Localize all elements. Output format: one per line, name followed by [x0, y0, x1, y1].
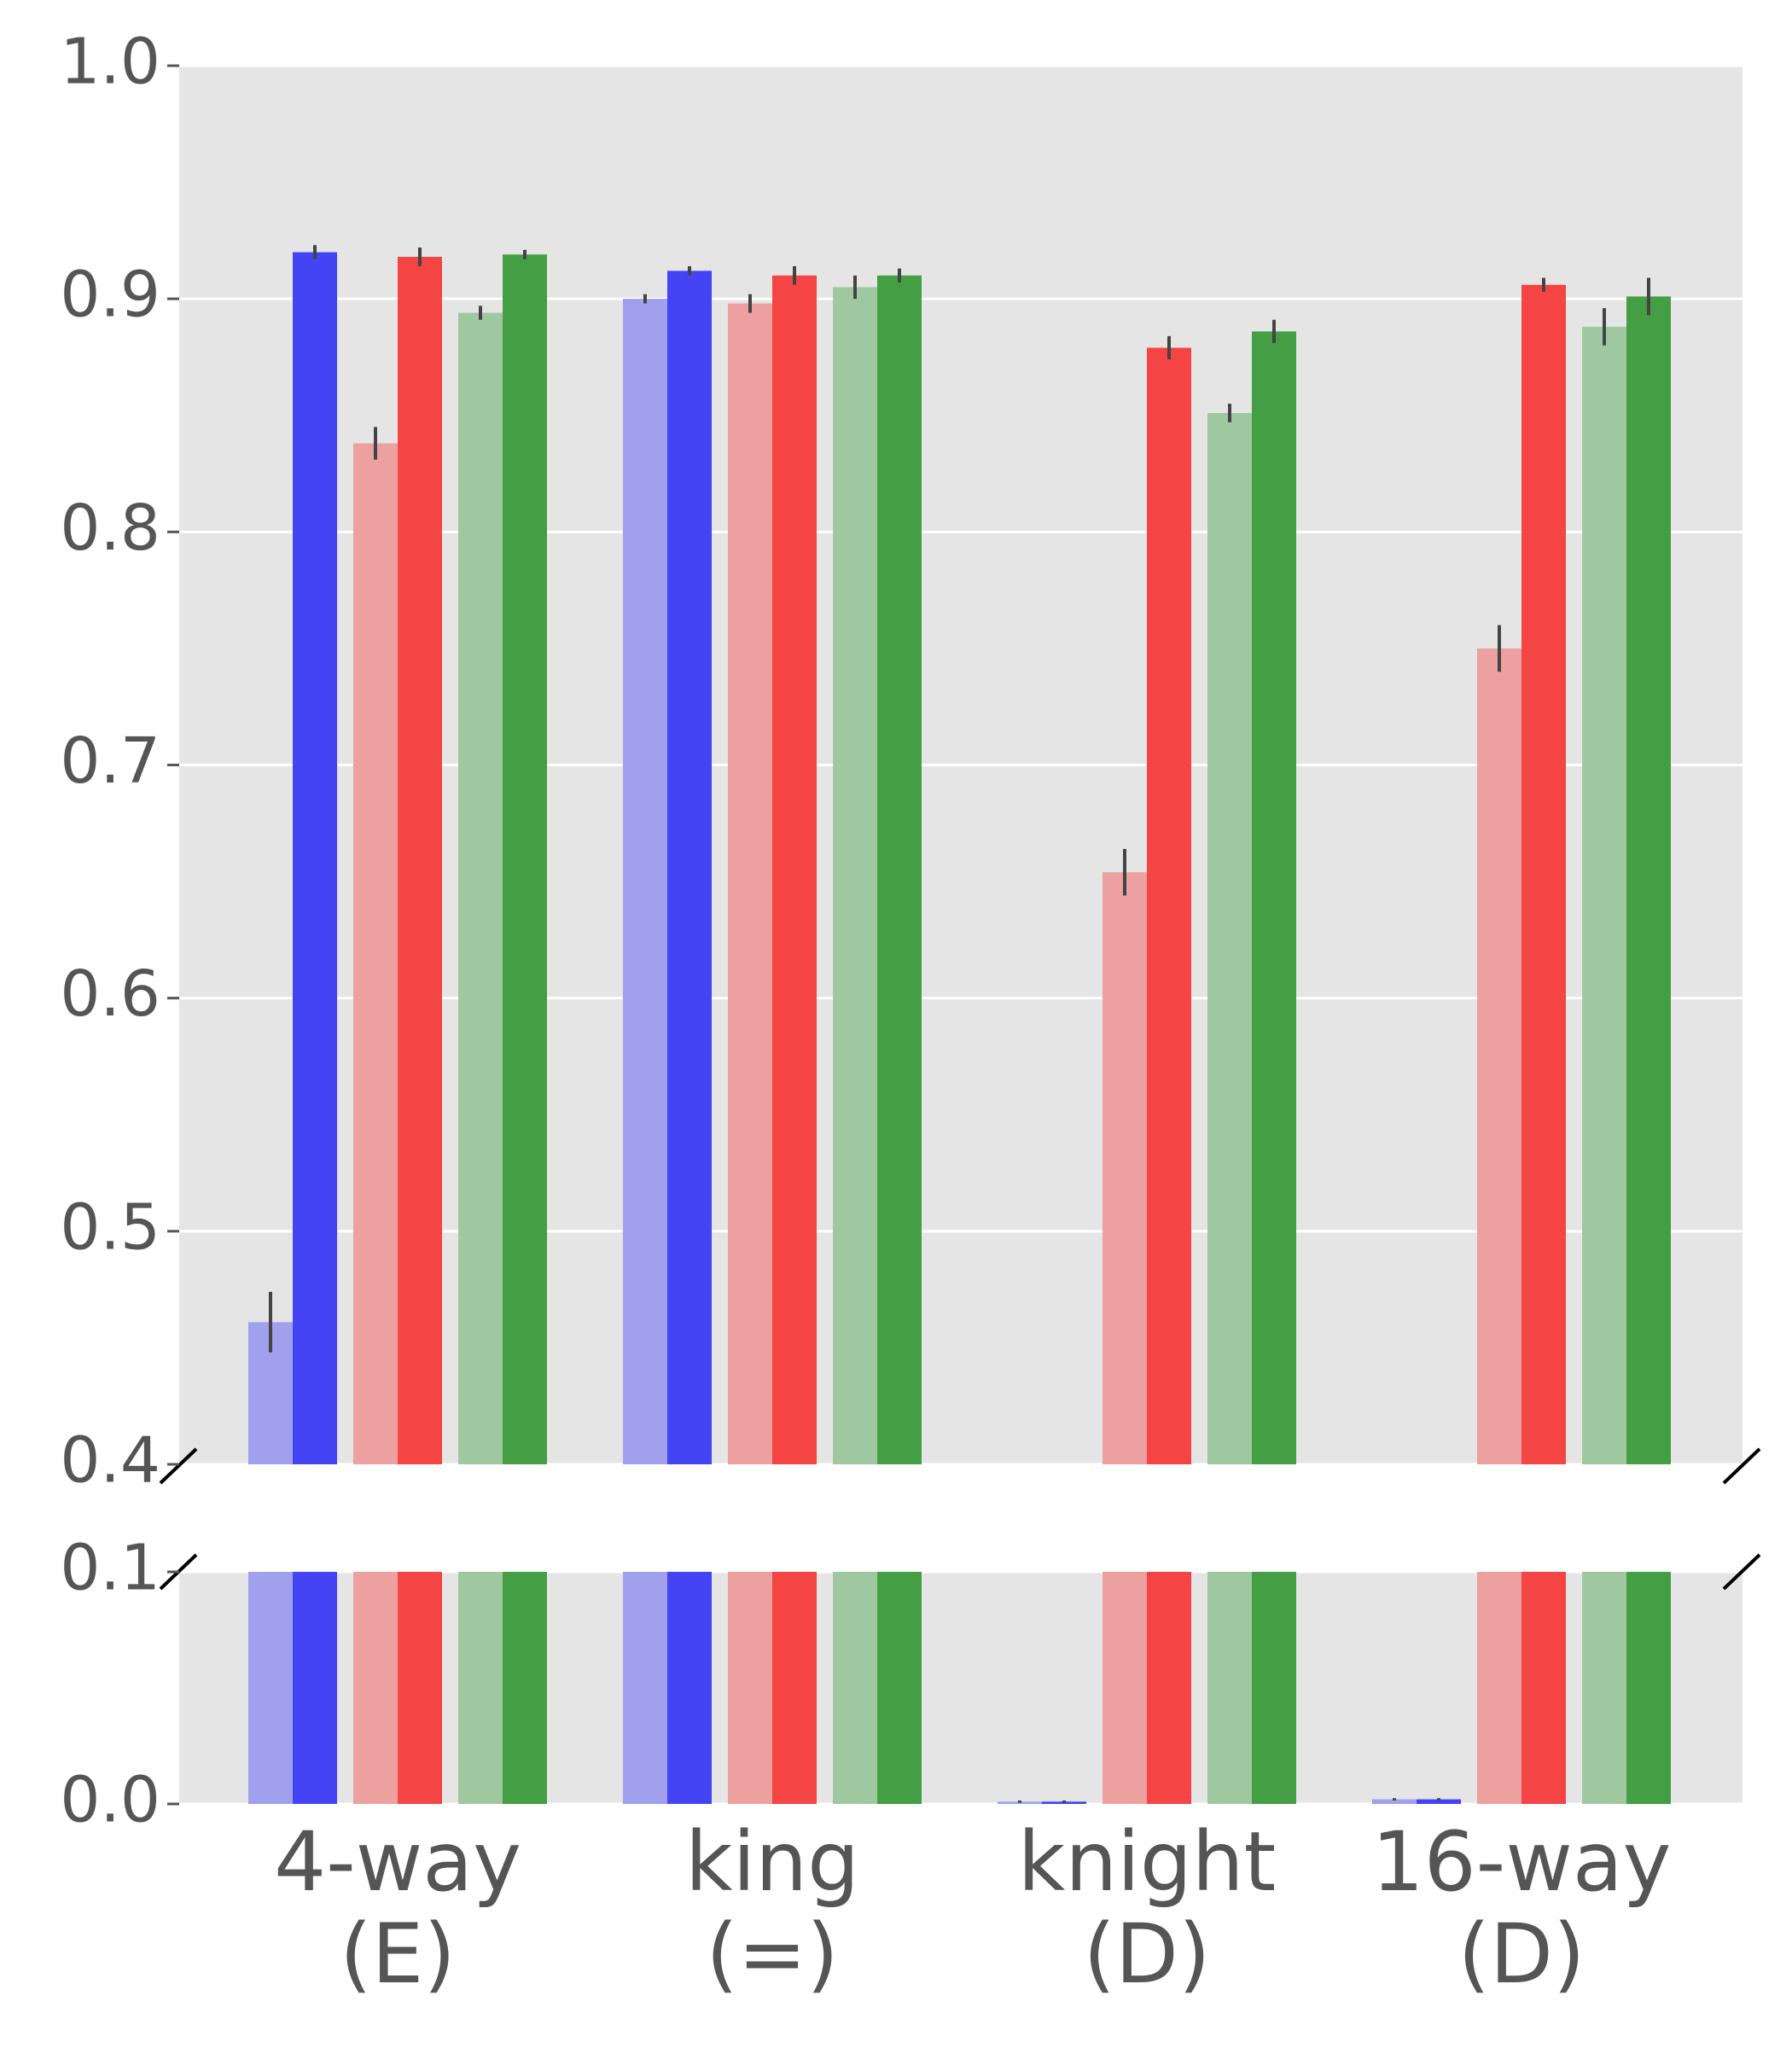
bar	[353, 443, 398, 1464]
bar	[398, 256, 442, 1464]
bar	[1042, 1801, 1086, 1804]
y-tick-label: 1.0	[60, 26, 160, 99]
bar	[772, 275, 817, 1464]
bar	[458, 1572, 503, 1804]
y-tick-label: 0.1	[60, 1532, 160, 1605]
bar	[398, 1572, 442, 1804]
bar	[1477, 1572, 1521, 1804]
x-tick-label: 4-way (E)	[274, 1814, 521, 2002]
y-tick-label: 0.5	[60, 1190, 160, 1264]
bar	[998, 1801, 1042, 1804]
y-tick-label: 0.8	[60, 492, 160, 565]
bar	[623, 299, 667, 1464]
bar	[1626, 296, 1671, 1464]
bar	[728, 1572, 772, 1804]
bar	[503, 254, 547, 1464]
bar	[1582, 1572, 1626, 1804]
y-tick-label: 0.7	[60, 724, 160, 798]
bar	[1252, 1572, 1296, 1804]
x-tick-label: 16-way (D)	[1371, 1814, 1672, 2002]
bar	[1207, 413, 1252, 1464]
axis-break	[159, 1447, 1761, 1591]
bar	[248, 1572, 293, 1804]
x-tick-label: knight (D)	[1017, 1814, 1277, 2002]
bar	[1147, 347, 1191, 1464]
bar	[1417, 1799, 1461, 1804]
bar	[1626, 1572, 1671, 1804]
bar	[293, 252, 337, 1464]
y-tick-label: 0.0	[60, 1764, 160, 1837]
bar	[1477, 648, 1521, 1464]
bar	[1103, 1572, 1147, 1804]
bar	[667, 1572, 712, 1804]
bar	[772, 1572, 817, 1804]
bar	[728, 303, 772, 1464]
y-tick-label: 0.9	[60, 259, 160, 332]
x-tick-label: king (=)	[684, 1814, 860, 2002]
bar	[458, 312, 503, 1464]
y-tick-label: 0.6	[60, 957, 160, 1031]
bar	[833, 287, 877, 1464]
bar	[293, 1572, 337, 1804]
bar	[503, 1572, 547, 1804]
bar	[1252, 331, 1296, 1464]
bar	[623, 1572, 667, 1804]
bar	[877, 275, 922, 1464]
bar	[1372, 1799, 1417, 1804]
bar	[877, 1572, 922, 1804]
bar	[1521, 284, 1566, 1464]
bar	[1207, 1572, 1252, 1804]
bar	[1582, 326, 1626, 1464]
bar	[833, 1572, 877, 1804]
y-tick-label: 0.4	[60, 1424, 160, 1498]
bar	[1521, 1572, 1566, 1804]
bar	[667, 271, 712, 1464]
bar	[1147, 1572, 1191, 1804]
bar	[1103, 872, 1147, 1464]
bar	[353, 1572, 398, 1804]
